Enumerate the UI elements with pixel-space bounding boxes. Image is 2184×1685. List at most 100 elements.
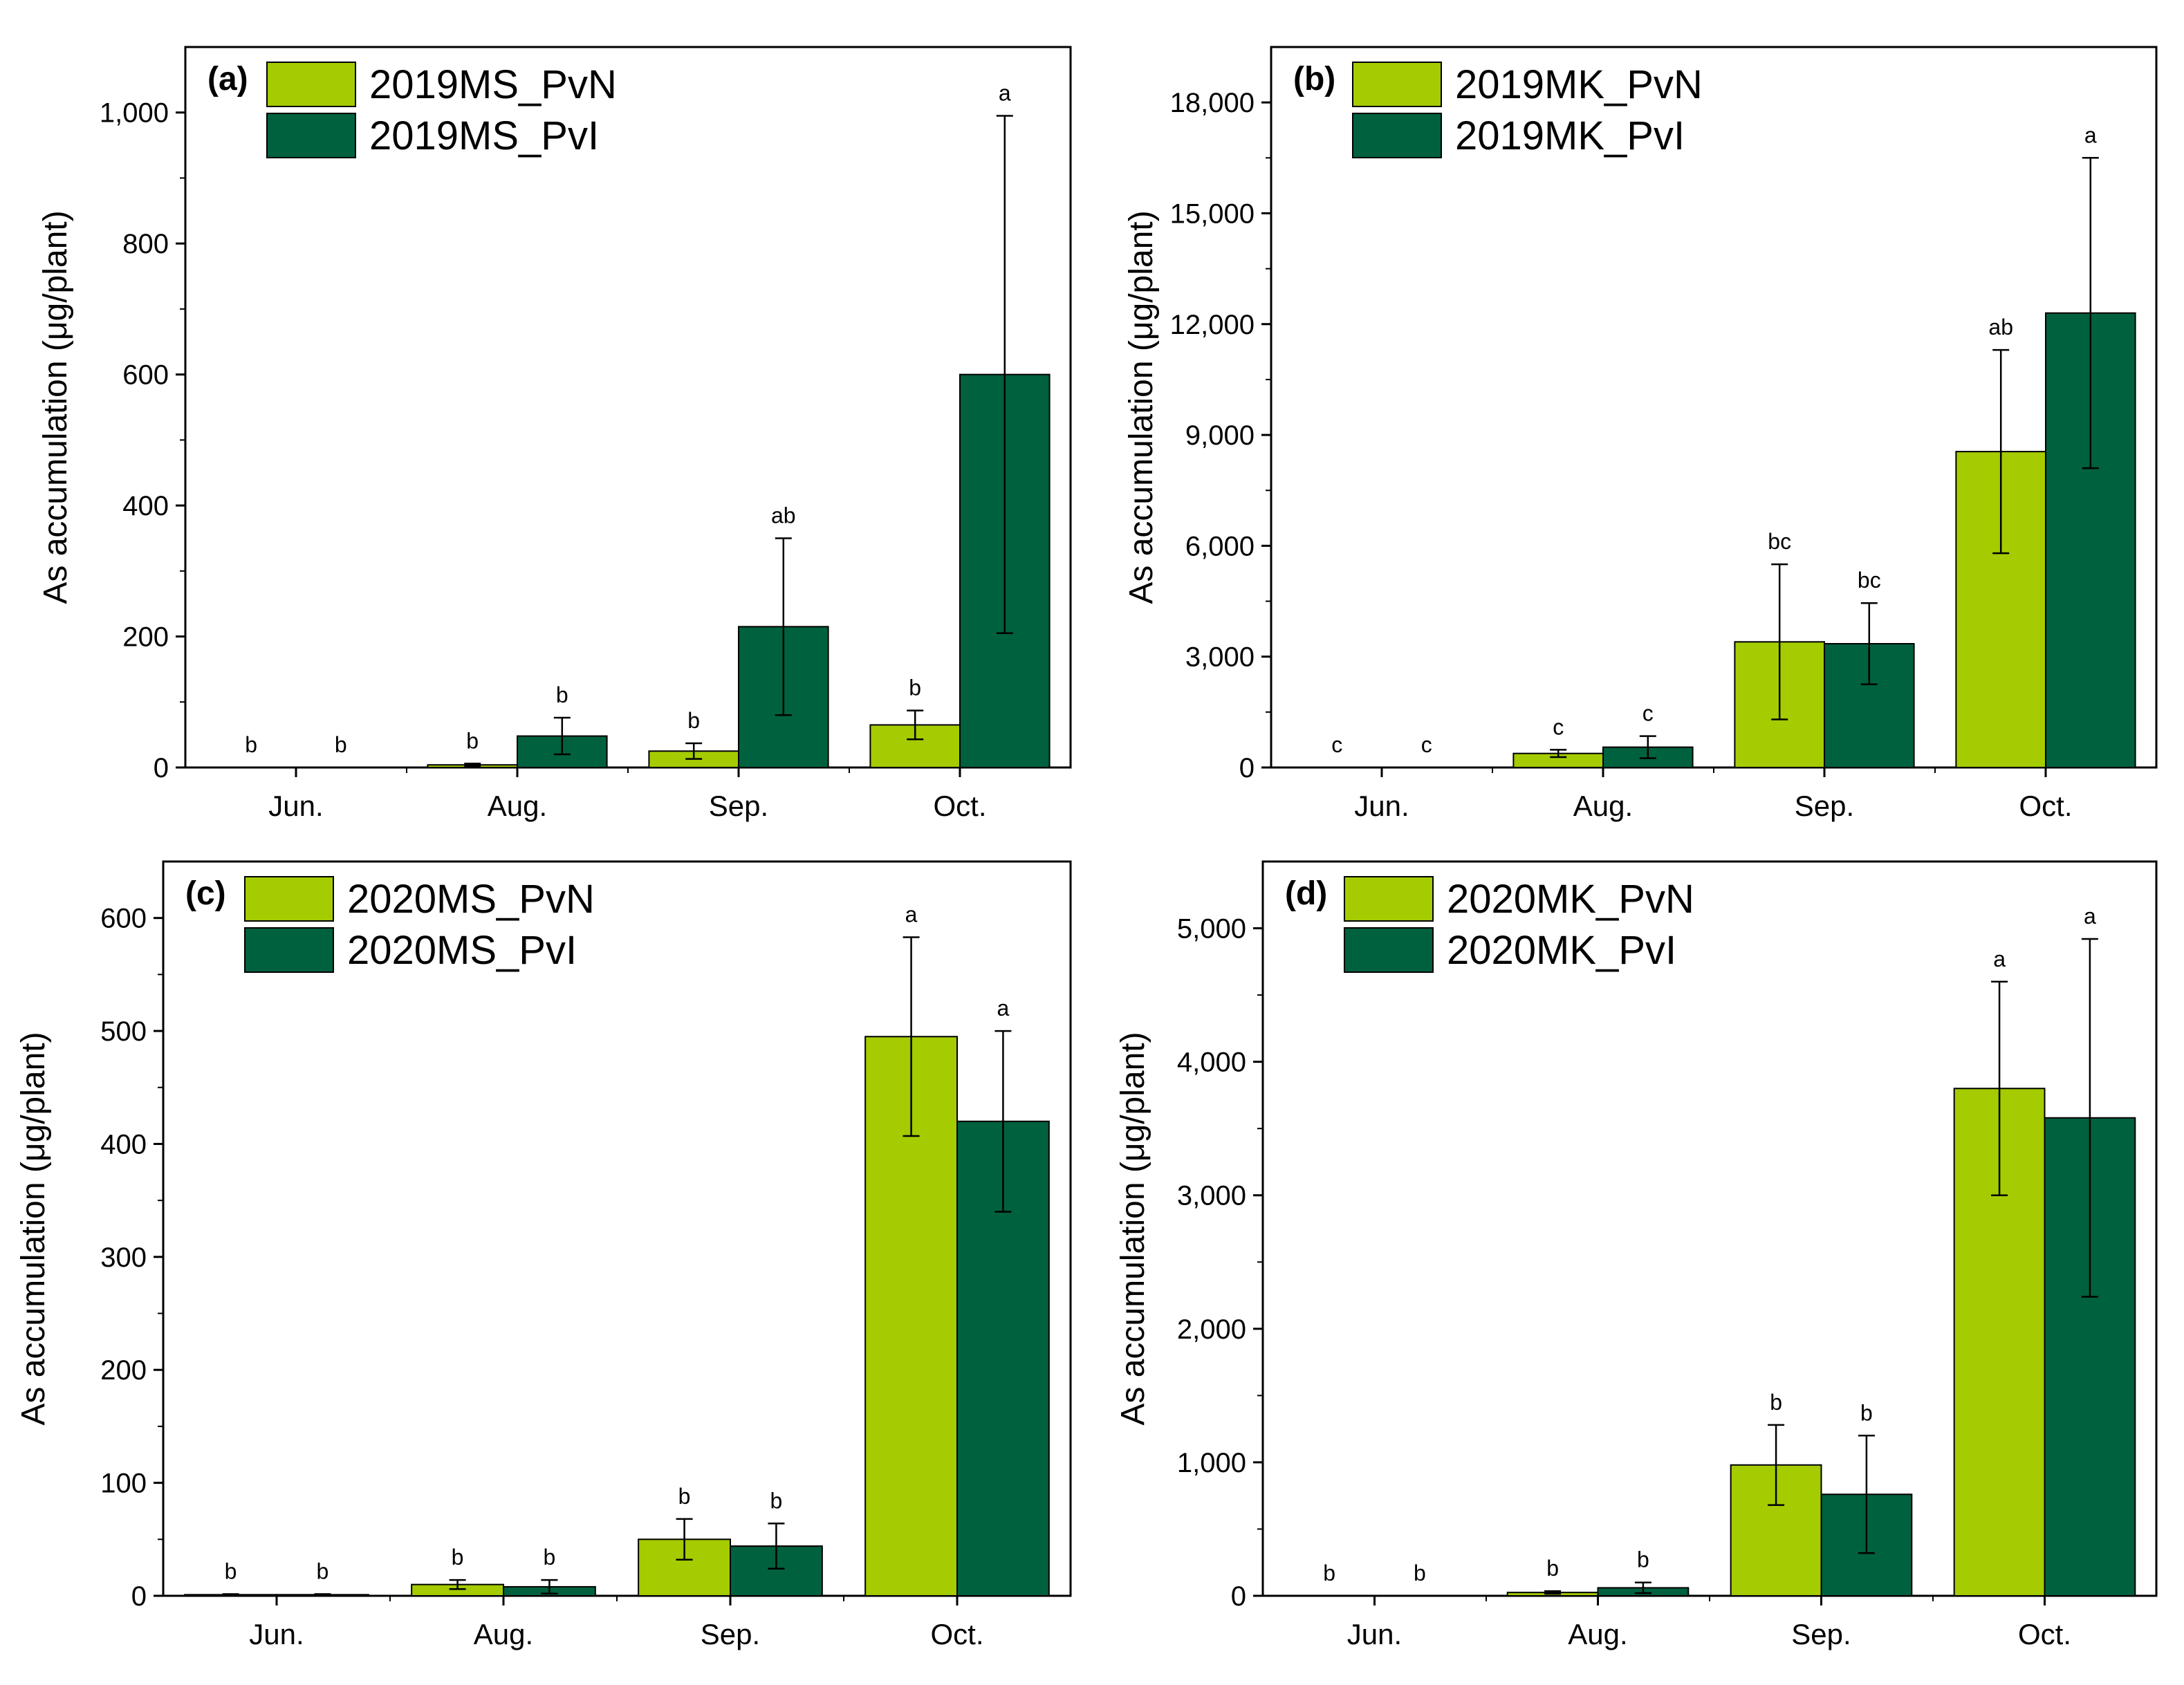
panel-label: (d) — [1285, 875, 1327, 912]
significance-letter: b — [335, 732, 347, 757]
y-tick-label: 2,000 — [1177, 1314, 1246, 1345]
x-tick-label: Sep. — [701, 1618, 760, 1650]
panel-label: (c) — [185, 875, 226, 912]
y-tick-label: 600 — [100, 904, 147, 934]
x-tick-label: Aug. — [474, 1618, 533, 1650]
y-tick-label: 0 — [1231, 1581, 1246, 1612]
significance-letter: b — [544, 1545, 556, 1570]
y-axis-title: As accumulation (μg/plant) — [37, 210, 74, 604]
y-tick-label: 18,000 — [1170, 88, 1255, 118]
y-tick-label: 1,000 — [1177, 1448, 1246, 1478]
legend-swatch-pvn — [1344, 876, 1434, 922]
x-tick-label: Oct. — [2018, 1618, 2071, 1650]
x-tick-label: Jun. — [1354, 790, 1409, 822]
significance-letter: b — [678, 1484, 691, 1509]
y-axis-title: As accumulation (μg/plant) — [1115, 1032, 1151, 1425]
y-tick-label: 200 — [100, 1355, 147, 1386]
y-tick-label: 300 — [100, 1242, 147, 1273]
y-tick-label: 800 — [122, 229, 169, 259]
significance-letter: b — [317, 1559, 329, 1584]
significance-letter: a — [2084, 904, 2096, 929]
panel-label: (a) — [207, 61, 248, 97]
legend-label: 2019MK_PvN — [1455, 62, 1703, 107]
significance-letter: a — [1993, 947, 2006, 971]
legend-label: 2019MS_PvN — [369, 62, 617, 107]
significance-letter: a — [999, 80, 1011, 105]
panel-label: (b) — [1293, 61, 1335, 97]
legend-label: 2019MK_PvI — [1455, 113, 1685, 158]
y-tick-label: 1,000 — [100, 98, 169, 129]
y-tick-label: 200 — [122, 622, 169, 653]
y-tick-label: 15,000 — [1170, 198, 1255, 229]
significance-letter: b — [1860, 1400, 1873, 1425]
x-tick-label: Aug. — [1568, 1618, 1627, 1650]
x-tick-label: Sep. — [1791, 1618, 1851, 1650]
x-tick-label: Aug. — [1573, 790, 1633, 822]
significance-letter: b — [245, 732, 257, 757]
legend-label: 2020MS_PvI — [347, 928, 577, 973]
legend-swatch-pvi — [266, 113, 356, 158]
significance-letter: b — [1323, 1561, 1335, 1585]
legend-swatch-pvn — [244, 876, 334, 922]
y-tick-label: 400 — [100, 1129, 147, 1160]
x-tick-label: Oct. — [933, 790, 986, 822]
y-tick-label: 3,000 — [1177, 1181, 1246, 1211]
significance-letter: b — [1546, 1556, 1559, 1581]
legend-swatch-pvi — [244, 927, 334, 973]
y-tick-label: 9,000 — [1185, 420, 1255, 451]
legend-swatch-pvn — [1352, 62, 1442, 107]
y-axis-title: As accumulation (μg/plant) — [1123, 210, 1160, 604]
significance-letter: b — [909, 676, 921, 700]
y-tick-label: 600 — [122, 360, 169, 391]
significance-letter: a — [997, 996, 1010, 1021]
x-tick-label: Oct. — [2019, 790, 2072, 822]
y-tick-label: 400 — [122, 491, 169, 521]
significance-letter: b — [1770, 1390, 1782, 1415]
y-tick-label: 6,000 — [1185, 531, 1255, 561]
significance-letter: b — [452, 1545, 464, 1570]
y-tick-label: 0 — [1239, 753, 1255, 783]
y-tick-label: 4,000 — [1177, 1048, 1246, 1078]
significance-letter: bc — [1768, 529, 1791, 554]
significance-letter: c — [1553, 714, 1564, 739]
x-tick-label: Sep. — [1795, 790, 1854, 822]
legend-label: 2020MK_PvI — [1447, 928, 1676, 973]
y-tick-label: 12,000 — [1170, 310, 1255, 340]
y-axis-title: As accumulation (μg/plant) — [15, 1032, 52, 1425]
legend-label: 2020MK_PvN — [1447, 877, 1694, 922]
y-tick-label: 3,000 — [1185, 642, 1255, 673]
legend-swatch-pvi — [1352, 113, 1442, 158]
y-tick-label: 500 — [100, 1016, 147, 1047]
x-tick-label: Jun. — [1347, 1618, 1402, 1650]
significance-letter: ab — [1988, 315, 2013, 339]
legend-swatch-pvn — [266, 62, 356, 107]
significance-letter: a — [905, 902, 918, 927]
significance-letter: b — [1414, 1561, 1426, 1585]
legend-label: 2019MS_PvI — [369, 113, 599, 158]
y-tick-label: 100 — [100, 1469, 147, 1499]
significance-letter: b — [770, 1488, 783, 1513]
significance-letter: a — [2084, 122, 2097, 147]
x-tick-label: Aug. — [488, 790, 547, 822]
y-tick-label: 0 — [131, 1581, 147, 1612]
y-tick-label: 5,000 — [1177, 914, 1246, 944]
significance-letter: b — [466, 728, 479, 753]
significance-letter: b — [556, 682, 568, 707]
significance-letter: bc — [1858, 568, 1881, 593]
significance-letter: c — [1642, 701, 1654, 726]
x-tick-label: Sep. — [709, 790, 768, 822]
significance-letter: c — [1421, 732, 1432, 757]
significance-letter: ab — [771, 503, 796, 528]
x-tick-label: Jun. — [249, 1618, 304, 1650]
x-tick-label: Oct. — [930, 1618, 983, 1650]
legend-label: 2020MS_PvN — [347, 877, 595, 922]
legend-swatch-pvi — [1344, 927, 1434, 973]
y-tick-label: 0 — [154, 753, 169, 783]
significance-letter: b — [1637, 1547, 1649, 1572]
significance-letter: b — [687, 708, 700, 733]
x-tick-label: Jun. — [268, 790, 323, 822]
significance-letter: b — [225, 1559, 237, 1584]
significance-letter: c — [1331, 732, 1342, 757]
